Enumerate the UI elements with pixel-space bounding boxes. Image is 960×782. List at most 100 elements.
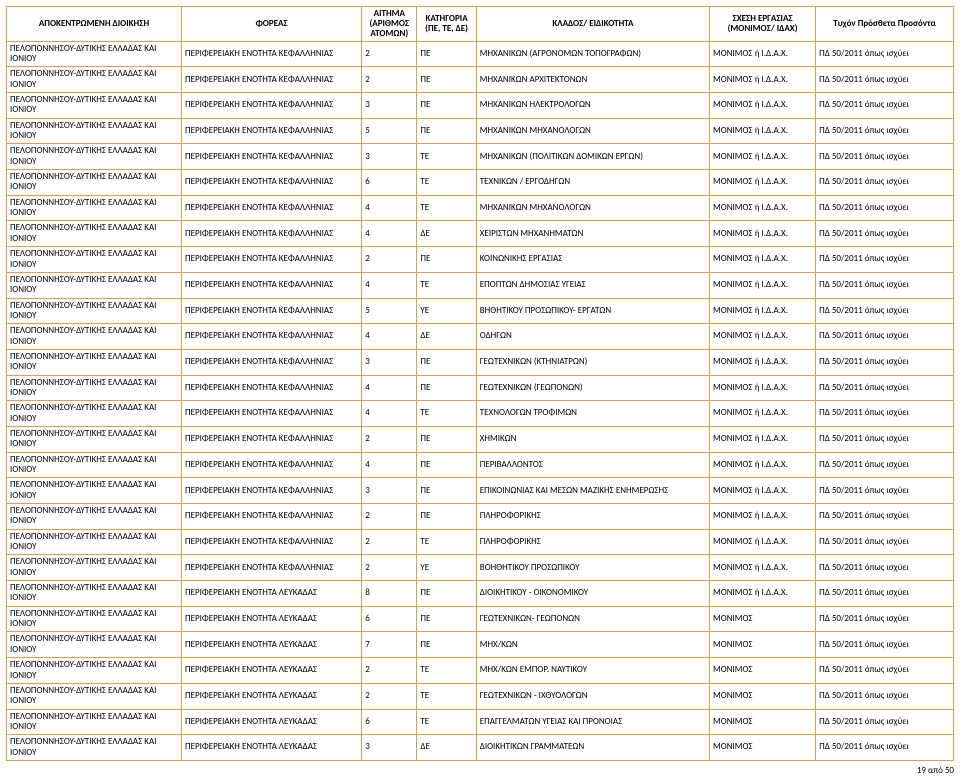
table-row: ΠΕΛΟΠΟΝΝΗΣΟΥ-ΔΥΤΙΚΗΣ ΕΛΛΑΔΑΣ ΚΑΙ ΙΟΝΙΟΥΠ… [7,735,954,761]
cell-rel: ΜΟΝΙΜΟΣ ή Ι.Δ.Α.Χ. [710,298,816,324]
cell-cat: ΠΕ [417,93,476,119]
cell-foreas: ΠΕΡΙΦΕΡΕΙΑΚΗ ΕΝΟΤΗΤΑ ΛΕΥΚΑΔΑΣ [181,735,361,761]
cell-cat: ΠΕ [417,478,476,504]
table-row: ΠΕΛΟΠΟΝΝΗΣΟΥ-ΔΥΤΙΚΗΣ ΕΛΛΑΔΑΣ ΚΑΙ ΙΟΝΙΟΥΠ… [7,709,954,735]
table-row: ΠΕΛΟΠΟΝΝΗΣΟΥ-ΔΥΤΙΚΗΣ ΕΛΛΑΔΑΣ ΚΑΙ ΙΟΝΙΟΥ Π… [7,349,954,375]
cell-cat: ΔΕ [417,324,476,350]
cell-branch: ΤΕΧΝΟΛΟΓΩΝ ΤΡΟΦΙΜΩΝ [476,401,709,427]
cell-cat: ΤΕ [417,709,476,735]
cell-rel: ΜΟΝΙΜΟΣ ή Ι.Δ.Α.Χ. [710,93,816,119]
cell-pros: ΠΔ 50/2011 όπως ισχύει [816,606,954,632]
cell-pros: ΠΔ 50/2011 όπως ισχύει [816,735,954,761]
cell-rel: ΜΟΝΙΜΟΣ ή Ι.Δ.Α.Χ. [710,349,816,375]
cell-foreas: ΠΕΡΙΦΕΡΕΙΑΚΗ ΕΝΟΤΗΤΑ ΛΕΥΚΑΔΑΣ [181,683,361,709]
cell-pros: ΠΔ 50/2011 όπως ισχύει [816,504,954,530]
cell-cat: ΤΕ [417,683,476,709]
cell-rel: ΜΟΝΙΜΟΣ ή Ι.Δ.Α.Χ. [710,452,816,478]
cell-cat: ΠΕ [417,452,476,478]
cell-rel: ΜΟΝΙΜΟΣ ή Ι.Δ.Α.Χ. [710,555,816,581]
cell-cat: ΤΕ [417,170,476,196]
table-row: ΠΕΛΟΠΟΝΝΗΣΟΥ-ΔΥΤΙΚΗΣ ΕΛΛΑΔΑΣ ΚΑΙ ΙΟΝΙΟΥ Π… [7,272,954,298]
table-row: ΠΕΛΟΠΟΝΝΗΣΟΥ-ΔΥΤΙΚΗΣ ΕΛΛΑΔΑΣ ΚΑΙ ΙΟΝΙΟΥΠ… [7,581,954,607]
cell-branch: ΠΛΗΡΟΦΟΡΙΚΗΣ [476,529,709,555]
cell-region: ΠΕΛΟΠΟΝΝΗΣΟΥ-ΔΥΤΙΚΗΣ ΕΛΛΑΔΑΣ ΚΑΙ ΙΟΝΙΟΥ [7,349,182,375]
table-row: ΠΕΛΟΠΟΝΝΗΣΟΥ-ΔΥΤΙΚΗΣ ΕΛΛΑΔΑΣ ΚΑΙ ΙΟΝΙΟΥΠ… [7,683,954,709]
cell-rel: ΜΟΝΙΜΟΣ ή Ι.Δ.Α.Χ. [710,41,816,67]
cell-branch: ΤΕΧΝΙΚΩΝ / ΕΡΓΟΔΗΓΩΝ [476,170,709,196]
cell-cat: ΠΕ [417,375,476,401]
cell-region: ΠΕΛΟΠΟΝΝΗΣΟΥ-ΔΥΤΙΚΗΣ ΕΛΛΑΔΑΣ ΚΑΙ ΙΟΝΙΟΥ [7,529,182,555]
cell-rel: ΜΟΝΙΜΟΣ [710,658,816,684]
cell-rel: ΜΟΝΙΜΟΣ ή Ι.Δ.Α.Χ. [710,195,816,221]
cell-branch: ΜΗΧ/ΚΩΝ [476,632,709,658]
cell-num: 5 [362,118,417,144]
cell-cat: ΠΕ [417,247,476,273]
cell-region: ΠΕΛΟΠΟΝΝΗΣΟΥ-ΔΥΤΙΚΗΣ ΕΛΛΑΔΑΣ ΚΑΙ ΙΟΝΙΟΥ [7,118,182,144]
table-row: ΠΕΛΟΠΟΝΝΗΣΟΥ-ΔΥΤΙΚΗΣ ΕΛΛΑΔΑΣ ΚΑΙ ΙΟΝΙΟΥΠ… [7,247,954,273]
cell-pros: ΠΔ 50/2011 όπως ισχύει [816,555,954,581]
cell-num: 8 [362,581,417,607]
cell-branch: ΔΙΟΙΚΗΤΙΚΩΝ ΓΡΑΜΜΑΤΕΩΝ [476,735,709,761]
cell-rel: ΜΟΝΙΜΟΣ [710,683,816,709]
cell-cat: ΤΕ [417,529,476,555]
cell-pros: ΠΔ 50/2011 όπως ισχύει [816,426,954,452]
cell-num: 4 [362,401,417,427]
cell-num: 2 [362,67,417,93]
cell-rel: ΜΟΝΙΜΟΣ ή Ι.Δ.Α.Χ. [710,581,816,607]
cell-cat: ΠΕ [417,349,476,375]
cell-region: ΠΕΛΟΠΟΝΝΗΣΟΥ-ΔΥΤΙΚΗΣ ΕΛΛΑΔΑΣ ΚΑΙ ΙΟΝΙΟΥ [7,735,182,761]
table-row: ΠΕΛΟΠΟΝΝΗΣΟΥ-ΔΥΤΙΚΗΣ ΕΛΛΑΔΑΣ ΚΑΙ ΙΟΝΙΟΥΠ… [7,298,954,324]
cell-region: ΠΕΛΟΠΟΝΝΗΣΟΥ-ΔΥΤΙΚΗΣ ΕΛΛΑΔΑΣ ΚΑΙ ΙΟΝΙΟΥ [7,683,182,709]
cell-num: 7 [362,632,417,658]
cell-cat: ΠΕ [417,632,476,658]
cell-region: ΠΕΛΟΠΟΝΝΗΣΟΥ-ΔΥΤΙΚΗΣ ΕΛΛΑΔΑΣ ΚΑΙ ΙΟΝΙΟΥ [7,401,182,427]
cell-num: 6 [362,170,417,196]
cell-branch: ΓΕΩΤΕΧΝΙΚΩΝ (ΚΤΗΝΙΑΤΡΩΝ) [476,349,709,375]
table-row: ΠΕΛΟΠΟΝΝΗΣΟΥ-ΔΥΤΙΚΗΣ ΕΛΛΑΔΑΣ ΚΑΙ ΙΟΝΙΟΥΠ… [7,401,954,427]
table-row: ΠΕΛΟΠΟΝΝΗΣΟΥ-ΔΥΤΙΚΗΣ ΕΛΛΑΔΑΣ ΚΑΙ ΙΟΝΙΟΥΠ… [7,504,954,530]
header-foreas: ΦΟΡΕΑΣ [181,7,361,42]
cell-pros: ΠΔ 50/2011 όπως ισχύει [816,478,954,504]
header-pros: Τυχόν Πρόσθετα Προσόντα [816,7,954,42]
cell-region: ΠΕΛΟΠΟΝΝΗΣΟΥ-ΔΥΤΙΚΗΣ ΕΛΛΑΔΑΣ ΚΑΙ ΙΟΝΙΟΥ [7,632,182,658]
cell-rel: ΜΟΝΙΜΟΣ [710,735,816,761]
cell-region: ΠΕΛΟΠΟΝΝΗΣΟΥ-ΔΥΤΙΚΗΣ ΕΛΛΑΔΑΣ ΚΑΙ ΙΟΝΙΟΥ [7,606,182,632]
cell-foreas: ΠΕΡΙΦΕΡΕΙΑΚΗ ΕΝΟΤΗΤΑ ΚΕΦΑΛΛΗΝΙΑΣ [181,375,361,401]
page-footer: 19 από 50 [6,761,954,776]
cell-num: 4 [362,452,417,478]
table-row: ΠΕΛΟΠΟΝΝΗΣΟΥ-ΔΥΤΙΚΗΣ ΕΛΛΑΔΑΣ ΚΑΙ ΙΟΝΙΟΥΠ… [7,478,954,504]
cell-rel: ΜΟΝΙΜΟΣ [710,709,816,735]
cell-foreas: ΠΕΡΙΦΕΡΕΙΑΚΗ ΕΝΟΤΗΤΑ ΚΕΦΑΛΛΗΝΙΑΣ [181,247,361,273]
cell-cat: ΔΕ [417,735,476,761]
table-row: ΠΕΛΟΠΟΝΝΗΣΟΥ-ΔΥΤΙΚΗΣ ΕΛΛΑΔΑΣ ΚΑΙ ΙΟΝΙΟΥΠ… [7,170,954,196]
cell-region: ΠΕΛΟΠΟΝΝΗΣΟΥ-ΔΥΤΙΚΗΣ ΕΛΛΑΔΑΣ ΚΑΙ ΙΟΝΙΟΥ [7,93,182,119]
table-row: ΠΕΛΟΠΟΝΝΗΣΟΥ-ΔΥΤΙΚΗΣ ΕΛΛΑΔΑΣ ΚΑΙ ΙΟΝΙΟΥΠ… [7,658,954,684]
cell-rel: ΜΟΝΙΜΟΣ ή Ι.Δ.Α.Χ. [710,272,816,298]
cell-rel: ΜΟΝΙΜΟΣ ή Ι.Δ.Α.Χ. [710,401,816,427]
table-row: ΠΕΛΟΠΟΝΝΗΣΟΥ-ΔΥΤΙΚΗΣ ΕΛΛΑΔΑΣ ΚΑΙ ΙΟΝΙΟΥΠ… [7,144,954,170]
cell-pros: ΠΔ 50/2011 όπως ισχύει [816,324,954,350]
cell-pros: ΠΔ 50/2011 όπως ισχύει [816,170,954,196]
cell-pros: ΠΔ 50/2011 όπως ισχύει [816,67,954,93]
table-row: ΠΕΛΟΠΟΝΝΗΣΟΥ-ΔΥΤΙΚΗΣ ΕΛΛΑΔΑΣ ΚΑΙ ΙΟΝΙΟΥΠ… [7,67,954,93]
cell-foreas: ΠΕΡΙΦΕΡΕΙΑΚΗ ΕΝΟΤΗΤΑ ΚΕΦΑΛΛΗΝΙΑΣ [181,555,361,581]
cell-branch: ΠΛΗΡΟΦΟΡΙΚΗΣ [476,504,709,530]
cell-rel: ΜΟΝΙΜΟΣ [710,606,816,632]
cell-cat: ΠΕ [417,426,476,452]
cell-num: 2 [362,683,417,709]
cell-num: 3 [362,144,417,170]
cell-foreas: ΠΕΡΙΦΕΡΕΙΑΚΗ ΕΝΟΤΗΤΑ ΚΕΦΑΛΛΗΝΙΑΣ [181,504,361,530]
cell-pros: ΠΔ 50/2011 όπως ισχύει [816,272,954,298]
cell-foreas: ΠΕΡΙΦΕΡΕΙΑΚΗ ΕΝΟΤΗΤΑ ΚΕΦΑΛΛΗΝΙΑΣ [181,478,361,504]
cell-branch: ΓΕΩΤΕΧΝΙΚΩΝ - ΙΧΘΥΟΛΟΓΩΝ [476,683,709,709]
cell-rel: ΜΟΝΙΜΟΣ ή Ι.Δ.Α.Χ. [710,324,816,350]
cell-branch: ΜΗΧΑΝΙΚΩΝ (ΑΓΡΟΝΟΜΩΝ ΤΟΠΟΓΡΑΦΩΝ) [476,41,709,67]
cell-foreas: ΠΕΡΙΦΕΡΕΙΑΚΗ ΕΝΟΤΗΤΑ ΚΕΦΑΛΛΗΝΙΑΣ [181,170,361,196]
cell-cat: ΤΕ [417,195,476,221]
cell-rel: ΜΟΝΙΜΟΣ ή Ι.Δ.Α.Χ. [710,504,816,530]
cell-region: ΠΕΛΟΠΟΝΝΗΣΟΥ-ΔΥΤΙΚΗΣ ΕΛΛΑΔΑΣ ΚΑΙ ΙΟΝΙΟΥ [7,272,182,298]
cell-branch: ΧΗΜΙΚΩΝ [476,426,709,452]
cell-rel: ΜΟΝΙΜΟΣ ή Ι.Δ.Α.Χ. [710,529,816,555]
cell-foreas: ΠΕΡΙΦΕΡΕΙΑΚΗ ΕΝΟΤΗΤΑ ΛΕΥΚΑΔΑΣ [181,632,361,658]
cell-num: 4 [362,324,417,350]
